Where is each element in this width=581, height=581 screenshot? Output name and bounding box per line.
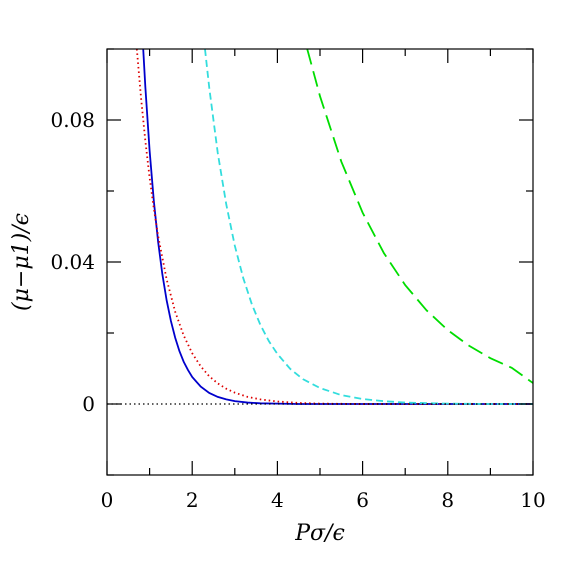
x-tick-label: 2	[186, 488, 199, 512]
tick-labels-layer: 0 2 4 6 8 10 0 0.04 0.08	[50, 108, 545, 512]
x-tick-label: 4	[271, 488, 284, 512]
x-axis-label: Pσ/ϵ	[294, 521, 345, 546]
y-tick-label: 0.04	[50, 250, 95, 274]
series-line-4	[306, 49, 533, 384]
x-tick-label: 6	[356, 488, 369, 512]
x-tick-label: 8	[441, 488, 454, 512]
x-tick-label: 10	[520, 488, 545, 512]
series-layer	[107, 49, 533, 405]
y-tick-label: 0	[82, 392, 95, 416]
series-line-2	[135, 49, 533, 405]
series-line-3	[204, 49, 533, 405]
series-line-1	[142, 49, 533, 405]
y-tick-label: 0.08	[50, 108, 95, 132]
plot-frame	[106, 48, 534, 476]
x-tick-label: 0	[101, 488, 114, 512]
ticks-layer	[106, 48, 534, 476]
y-axis-label: (μ−μ1)/ϵ	[9, 213, 34, 311]
